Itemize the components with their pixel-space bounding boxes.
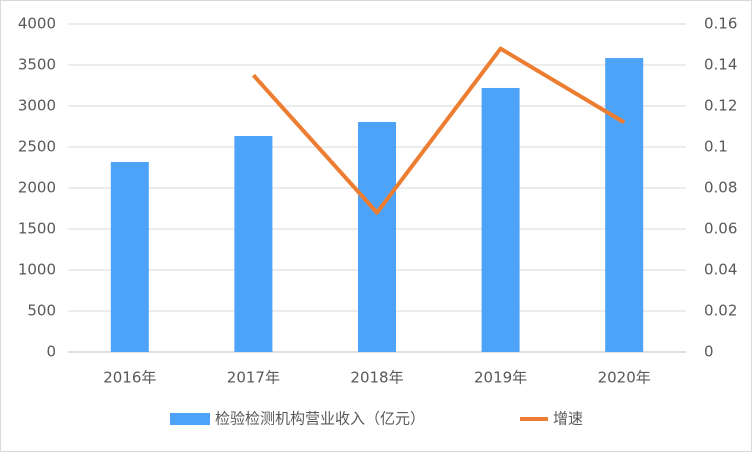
bar — [358, 121, 396, 353]
x-tick-label: 2016年 — [103, 369, 156, 387]
x-tick-label: 2020年 — [598, 369, 651, 387]
y-tick-label: 3000 — [18, 97, 56, 115]
y2-tick-label: 0.16 — [704, 15, 737, 33]
legend-swatch — [170, 413, 210, 425]
y2-tick-label: 0.12 — [704, 97, 737, 115]
y-tick-label: 2500 — [18, 138, 56, 156]
bar — [110, 162, 149, 352]
y-tick-label: 3500 — [18, 56, 56, 74]
y2-tick-label: 0.14 — [704, 56, 737, 74]
y-tick-label: 1500 — [18, 220, 56, 238]
y2-tick-label: 0.1 — [704, 138, 728, 156]
y-tick-label: 4000 — [18, 15, 56, 33]
legend-label: 检验检测机构营业收入（亿元） — [215, 410, 425, 428]
y2-tick-label: 0.08 — [704, 179, 737, 197]
y-tick-label: 1000 — [18, 261, 56, 279]
y2-tick-label: 0.02 — [704, 302, 737, 320]
x-tick-label: 2018年 — [350, 369, 403, 387]
y2-tick-label: 0 — [704, 343, 714, 361]
x-tick-label: 2019年 — [474, 369, 527, 387]
y2-tick-label: 0.06 — [704, 220, 737, 238]
y-tick-label: 2000 — [18, 179, 56, 197]
line — [251, 46, 626, 215]
bar — [234, 136, 273, 352]
y2-tick-label: 0.04 — [704, 261, 737, 279]
x-tick-label: 2017年 — [227, 369, 280, 387]
y-tick-label: 0 — [46, 343, 56, 361]
bar — [605, 58, 644, 352]
legend-label: 增速 — [553, 410, 583, 428]
y-tick-label: 500 — [27, 302, 56, 320]
bar — [481, 87, 520, 353]
